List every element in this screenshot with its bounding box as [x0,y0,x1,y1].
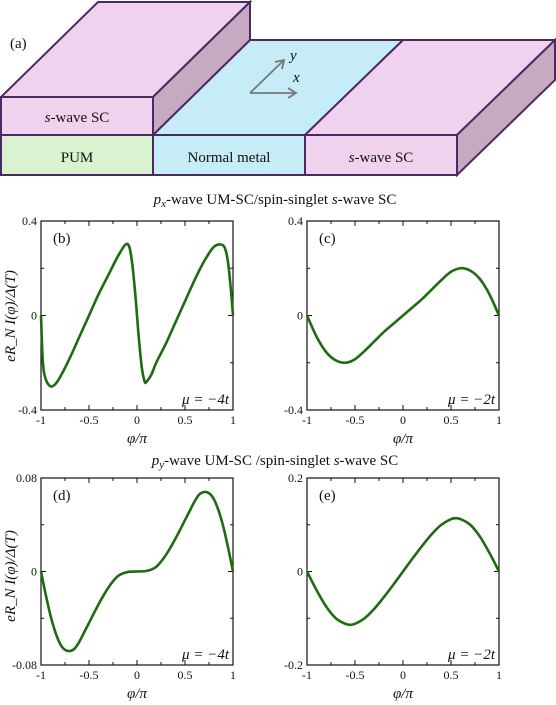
x-axis-title: φ/π [393,686,413,702]
y-tick-label: -0.4 [284,403,303,417]
x-arrowhead [287,87,298,99]
x-axis-label: x [292,70,300,86]
x-tick-label: -0.5 [346,413,365,427]
y-axis-arrow [249,59,285,94]
section-title-py: py-wave UM-SC /spin-singlet s-wave SC [151,453,399,471]
panel-label: (d) [53,488,71,504]
y-tick-label: 0.4 [22,214,37,228]
panel-2: -1 -0.5 0 0.5 1 -0.08 0 0.08 (d) μ = −4t φ/π [12,471,236,702]
x-axis-title: φ/π [393,431,413,447]
coordinate-axes [249,58,298,99]
x-tick-label: 0 [400,413,406,427]
left-sc-label: s-wave SC [45,110,110,126]
series-line [39,242,235,388]
y-tick-label: 0 [297,565,303,579]
panel-label: (b) [53,231,71,247]
y-tick-label: 0 [297,309,303,323]
x-tick-label: 1 [230,668,236,682]
x-tick-label: -1 [36,668,46,682]
plot-panels: -1 -0.5 0 0.5 1 -0.4 0 0.4 (b) μ = −4t φ/π -1 -0.5 0 0… [12,214,502,702]
y-tick-label: -0.2 [284,658,303,672]
x-tick-label: 0.5 [178,413,193,427]
pum-label: PUM [61,150,94,166]
x-tick-label: 1 [496,668,502,682]
x-tick-label: -0.5 [346,668,365,682]
x-tick-label: 1 [496,413,502,427]
x-tick-label: 0 [134,668,140,682]
y-tick-label: 0 [31,309,37,323]
y-tick-label: 0.08 [16,471,37,485]
right-sc-label: s-wave SC [349,150,414,166]
x-tick-label: -1 [302,413,312,427]
x-tick-label: -1 [302,668,312,682]
left-sc-front-face [0,96,154,136]
y-tick-label: -0.08 [12,658,37,672]
normal-metal-label: Normal metal [188,150,271,166]
right-sc-front-face [304,134,458,176]
normal-metal-front-face [152,134,306,176]
y-tick-label: 0.4 [288,214,303,228]
y-arrowhead [274,58,286,70]
x-tick-label: 0.5 [444,668,459,682]
x-tick-label: -1 [36,413,46,427]
mu-annotation: μ = −4t [181,392,230,408]
x-tick-label: 0 [400,668,406,682]
y-tick-label: -0.4 [18,403,37,417]
x-tick-label: 0.5 [444,413,459,427]
x-tick-label: -0.5 [80,668,99,682]
panel-3: -1 -0.5 0 0.5 1 -0.2 0 0.2 (e) μ = −2t φ/π [284,471,502,702]
mu-annotation: μ = −2t [447,392,496,408]
x-tick-label: 0.5 [178,668,193,682]
x-tick-label: -0.5 [80,413,99,427]
y-axis-label: y [288,48,297,64]
panel-label-a: (a) [10,36,27,52]
x-tick-label: 0 [134,413,140,427]
device-schematic: x y (a) s-wave SC PUM Normal metal s-wav… [0,0,556,178]
panel-0: -1 -0.5 0 0.5 1 -0.4 0 0.4 (b) μ = −4t φ/π [18,214,236,447]
series-line [39,490,235,653]
pum-front-face [0,134,154,176]
section-title-px: px-wave UM-SC/spin-singlet s-wave SC [153,192,397,210]
panel-1: -1 -0.5 0 0.5 1 -0.4 0 0.4 (c) μ = −2t φ/π [284,214,502,447]
series-line [305,266,501,365]
y-axis-title-bottom: eR_N I(φ)/Δ(T) [3,530,19,622]
x-tick-label: 1 [230,413,236,427]
panel-label: (e) [319,488,336,504]
x-axis-title: φ/π [127,686,147,702]
mu-annotation: μ = −4t [181,647,230,663]
x-axis-title: φ/π [127,431,147,447]
series-line [305,516,501,627]
y-axis-title-top: eR_N I(φ)/Δ(T) [3,270,19,362]
y-tick-label: 0.2 [288,471,303,485]
panel-label: (c) [319,231,336,247]
y-tick-label: 0 [31,565,37,579]
mu-annotation: μ = −2t [447,647,496,663]
